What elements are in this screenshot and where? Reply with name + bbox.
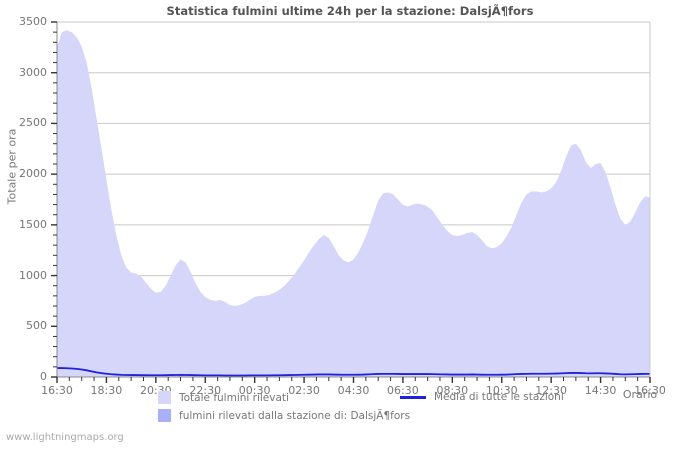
legend-label-station: fulmini rilevati dalla stazione di: Dals…	[179, 409, 411, 422]
x-tick-label: 00:30	[238, 384, 271, 397]
footer-attribution: www.lightningmaps.org	[6, 432, 124, 443]
y-tick-label: 500	[26, 319, 47, 333]
x-axis-title: Orario	[622, 388, 658, 401]
x-tick-label: 10:30	[485, 384, 518, 397]
legend-item-station: fulmini rilevati dalla stazione di: Dals…	[158, 409, 410, 422]
legend-swatch-total	[158, 391, 171, 404]
legend-label-average: Media di tutte le stazioni	[434, 391, 564, 403]
legend-label-total: Totale fulmini rilevati	[179, 391, 289, 404]
y-tick-label: 0	[40, 370, 47, 383]
x-tick-label: 12:30	[535, 384, 567, 397]
chart-title: Statistica fulmini ultime 24h per la sta…	[166, 4, 534, 18]
y-tick-label: 3500	[19, 15, 47, 28]
x-tick-label: 04:30	[337, 384, 370, 397]
legend-item-total: Totale fulmini rilevati	[158, 391, 289, 404]
x-tick-label: 14:30	[584, 384, 617, 397]
y-tick-label: 1500	[19, 217, 47, 231]
legend-line-average	[400, 395, 426, 399]
x-tick-label: 08:30	[436, 384, 469, 397]
y-tick-label: 3000	[19, 65, 47, 79]
x-tick-label: 20:30	[139, 384, 172, 397]
x-tick-label: 22:30	[189, 384, 222, 397]
area-series-0	[57, 30, 650, 378]
y-tick-label: 2500	[19, 116, 47, 130]
y-tick-label: 2000	[19, 167, 47, 181]
line-series-average	[57, 367, 650, 377]
legend-item-average: Media di tutte le stazioni	[400, 391, 564, 403]
y-tick-label: 1000	[19, 268, 47, 282]
x-tick-label: 02:30	[288, 384, 320, 397]
x-tick-label: 18:30	[90, 384, 123, 397]
x-tick-label: 16:30	[41, 384, 73, 397]
x-tick-label: 16:30	[634, 384, 666, 397]
x-tick-label: 06:30	[387, 384, 419, 397]
legend-swatch-station	[158, 409, 171, 422]
chart-legend: Totale fulmini rilevati fulmini rilevati…	[0, 391, 700, 427]
